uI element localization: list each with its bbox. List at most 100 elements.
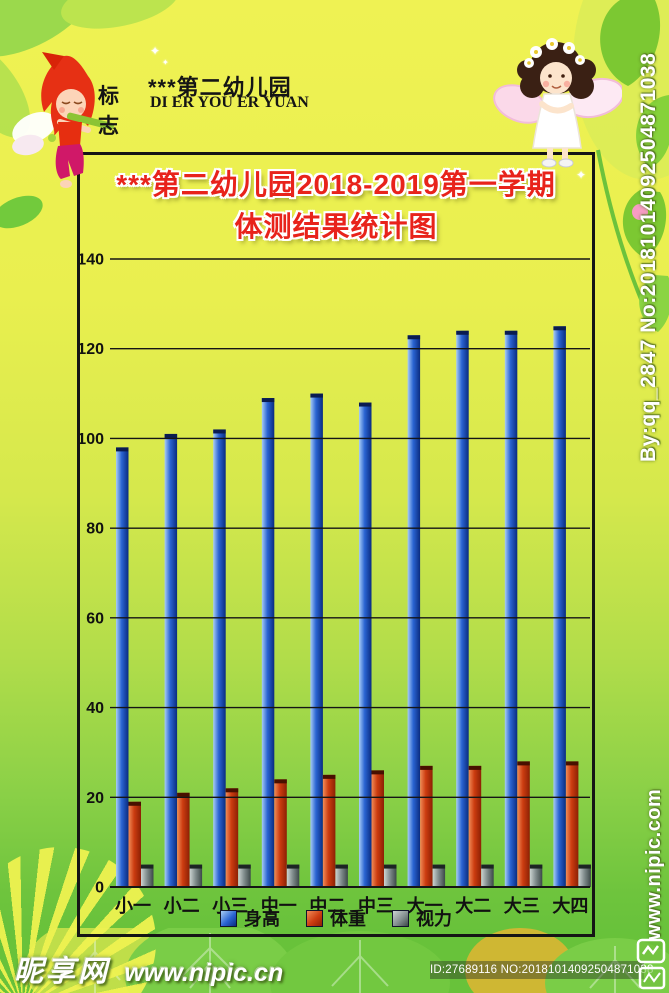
bar-cap	[310, 393, 323, 398]
bar-vision-大四	[578, 864, 591, 887]
bar-cap	[371, 770, 384, 775]
bar-weight-中三	[371, 770, 384, 887]
y-tick-label: 80	[86, 521, 104, 538]
nipic-logo-icon	[636, 938, 666, 990]
bar-height-中二	[310, 393, 323, 887]
fairy-eyes	[61, 101, 83, 105]
angel-blush	[563, 80, 571, 88]
fairy-blush	[78, 107, 84, 113]
watermark-left: 昵享网 www.nipic.cn	[14, 948, 283, 990]
y-tick-label: 60	[86, 610, 104, 627]
bar-cap	[468, 765, 482, 770]
bar-weight-小一	[128, 801, 141, 887]
bar-cap	[177, 792, 190, 797]
bar-cap	[286, 864, 300, 869]
logo-pinyin: DI ER YOU ER YUAN	[150, 94, 309, 111]
x-tick-label: 大一	[407, 895, 443, 916]
legend-swatch-weight	[306, 909, 323, 927]
bar-weight-中二	[322, 774, 336, 887]
legend-swatch-vision	[392, 909, 409, 927]
bar-cap	[481, 864, 494, 869]
bar-cap	[420, 765, 433, 770]
bar-weight-大一	[420, 765, 433, 887]
bar-cap	[141, 864, 154, 869]
legend-swatch-height	[220, 909, 237, 927]
y-tick-label: 0	[95, 880, 104, 897]
bar-cap	[553, 326, 566, 331]
bar-vision-中一	[286, 864, 300, 887]
legend-item-weight: 体重	[306, 905, 366, 931]
bar-height-大一	[407, 335, 421, 887]
bar-weight-中一	[274, 779, 287, 887]
angel-shoe	[541, 158, 557, 168]
side-credit-text: By:qq_2847 No:20181014092504871038	[637, 52, 660, 462]
bar-weight-小三	[225, 788, 239, 887]
legend-label-height: 身高	[244, 909, 280, 929]
chart-legend: 身高 体重 视力	[80, 905, 592, 931]
legend-item-height: 身高	[220, 905, 280, 931]
fairy-wing	[12, 134, 44, 156]
angel-leg	[562, 148, 568, 160]
x-tick-label: 中三	[358, 895, 394, 916]
bar-cap	[274, 779, 287, 784]
y-tick-label: 140	[80, 252, 104, 269]
sparkle-decoration: ✦	[150, 44, 161, 58]
x-tick-label: 大三	[504, 895, 540, 916]
bar-cap	[261, 398, 275, 403]
bar-cap	[432, 864, 446, 869]
bar-height-大三	[504, 330, 518, 887]
x-tick-label: 小二	[164, 896, 200, 916]
bar-vision-大二	[481, 864, 494, 887]
legend-label-vision: 视力	[416, 909, 452, 929]
legend-item-vision: 视力	[392, 905, 452, 931]
flower-girl-illustration	[493, 38, 622, 168]
sparkle-decoration: ✦	[576, 168, 587, 182]
bar-weight-大三	[517, 761, 530, 887]
id-band: ID:27689116 NO:20181014092504871038	[430, 961, 653, 979]
angel-arms	[539, 101, 574, 114]
angel-shoe	[558, 158, 574, 168]
bar-cap	[213, 429, 226, 434]
x-tick-label: 大二	[455, 895, 491, 916]
y-tick-label: 40	[86, 700, 104, 717]
x-tick-label: 小一	[115, 896, 151, 916]
bar-cap	[517, 761, 530, 766]
leaf-decoration	[270, 931, 450, 993]
bar-cap	[359, 402, 372, 407]
bar-vision-中三	[384, 864, 397, 887]
bar-cap	[164, 433, 178, 438]
fairy-blush	[59, 107, 65, 113]
logo-name: ***第二幼儿园	[148, 75, 292, 100]
x-tick-label: 大四	[552, 895, 588, 916]
fairy-pants	[55, 144, 84, 179]
angel-smile	[551, 85, 562, 89]
bar-height-大二	[456, 330, 469, 887]
bar-cap	[238, 864, 251, 869]
y-tick-label: 20	[86, 790, 104, 807]
bar-cap	[565, 761, 579, 766]
angel-blush	[542, 80, 550, 88]
bar-vision-小一	[141, 864, 154, 887]
bar-cap	[529, 864, 543, 869]
bar-cap	[504, 330, 518, 335]
bar-vision-大三	[529, 864, 543, 887]
bar-weight-大二	[468, 765, 482, 887]
watermark-url: www.nipic.cn	[124, 959, 284, 987]
bar-vision-大一	[432, 864, 446, 887]
angel-face	[540, 62, 572, 94]
bar-cap	[456, 330, 469, 335]
y-tick-label: 120	[80, 341, 104, 358]
fairy-flute	[66, 112, 114, 130]
leaf-decoration	[125, 928, 295, 993]
chart-panel: 0 20 40 60 80 100 120 140 小一 小二 小三 中一 中二 中三 大一 大二 大三 大四 *…	[77, 152, 595, 937]
bar-weight-小二	[177, 792, 190, 887]
bar-cap	[322, 774, 336, 779]
legend-label-weight: 体重	[330, 909, 366, 929]
leaf-decoration	[61, 0, 179, 29]
fairy-foot	[60, 180, 72, 188]
bar-cap	[335, 864, 348, 869]
bar-height-中一	[261, 398, 275, 887]
chart-title-line2: 体测结果统计图	[234, 211, 438, 242]
bar-vision-小二	[189, 864, 203, 887]
sparkle-decoration: ✦	[162, 58, 169, 67]
